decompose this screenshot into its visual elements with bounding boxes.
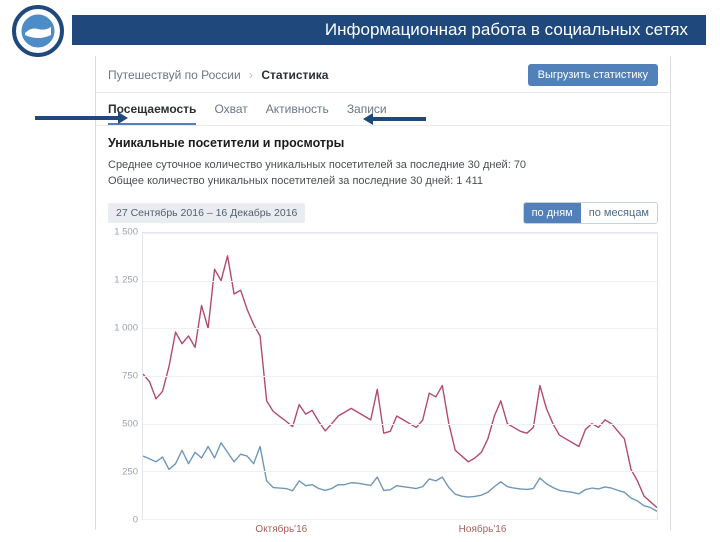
desc-line2: Общее количество уникальных посетителей … — [108, 174, 658, 190]
export-button[interactable]: Выгрузить статистику — [528, 64, 658, 86]
chart: 02505007501 0001 2501 500 Октябрь'16Нояб… — [108, 232, 658, 542]
annotation-arrow — [372, 117, 426, 121]
annotation-arrow — [35, 116, 119, 120]
section-title: Уникальные посетители и просмотры — [108, 136, 658, 150]
tab-1[interactable]: Охват — [214, 93, 247, 125]
logo — [12, 5, 64, 57]
date-range[interactable]: 27 Сентябрь 2016 – 16 Декабрь 2016 — [108, 203, 305, 223]
crumb-root[interactable]: Путешествуй по России — [108, 68, 241, 82]
slide-title: Информационная работа в социальных сетях — [325, 20, 688, 40]
desc-line1: Среднее суточное количество уникальных п… — [108, 158, 658, 174]
view-toggle: по дням по месяцам — [523, 202, 658, 224]
breadcrumb: Путешествуй по России › Статистика — [108, 68, 328, 82]
tab-2[interactable]: Активность — [266, 93, 329, 125]
toggle-day[interactable]: по дням — [524, 203, 581, 223]
slide-header: Информационная работа в социальных сетях — [72, 15, 706, 45]
crumb-current: Статистика — [261, 68, 328, 82]
crumb-sep: › — [244, 68, 258, 82]
stats-panel: Путешествуй по России › Статистика Выгру… — [95, 56, 671, 530]
toggle-month[interactable]: по месяцам — [581, 203, 657, 223]
